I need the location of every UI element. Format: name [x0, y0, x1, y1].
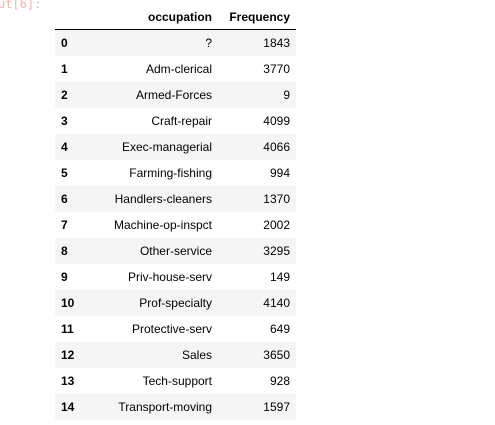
occupation-cell: Transport-moving: [118, 400, 212, 414]
occupation-column-header: occupation: [89, 5, 218, 30]
table-row: 14 Transport-moving 1597: [55, 394, 296, 420]
frequency-cell: 3650: [263, 348, 290, 362]
row-index: 11: [61, 322, 74, 336]
row-index: 6: [61, 192, 68, 206]
occupation-cell: Armed-Forces: [135, 88, 212, 102]
cell-output-prompt: ut[6]:: [0, 0, 42, 11]
frequency-cell: 1843: [263, 36, 290, 50]
occupation-cell: Tech-support: [142, 374, 212, 388]
frequency-cell: 2002: [263, 218, 290, 232]
row-index: 12: [61, 348, 75, 362]
table-row: 8 Other-service 3295: [55, 238, 296, 264]
frequency-cell: 4140: [263, 296, 290, 310]
frequency-cell: 4099: [263, 114, 290, 128]
occupation-cell: Prof-specialty: [139, 296, 212, 310]
row-index: 10: [61, 296, 75, 310]
table-row: 10 Prof-specialty 4140: [55, 290, 296, 316]
row-index: 8: [61, 244, 68, 258]
occupation-cell: ?: [205, 36, 212, 50]
table-row: 6 Handlers-cleaners 1370: [55, 186, 296, 212]
table-row: 11 Protective-serv 649: [55, 316, 296, 342]
frequency-cell: 928: [269, 374, 290, 388]
row-index: 4: [61, 140, 68, 154]
frequency-cell: 9: [283, 88, 290, 102]
occupation-cell: Exec-managerial: [121, 140, 212, 154]
table-row: 12 Sales 3650: [55, 342, 296, 368]
header-row: occupation Frequency: [55, 5, 296, 30]
occupation-cell: Handlers-cleaners: [114, 192, 212, 206]
frequency-cell: 4066: [263, 140, 290, 154]
frequency-cell: 649: [269, 322, 290, 336]
table-row: 9 Priv-house-serv 149: [55, 264, 296, 290]
occupation-cell: Protective-serv: [131, 322, 212, 336]
occupation-cell: Other-service: [139, 244, 212, 258]
frequency-cell: 994: [269, 166, 290, 180]
table-row: 7 Machine-op-inspct 2002: [55, 212, 296, 238]
row-index: 14: [61, 400, 75, 414]
table-row: 4 Exec-managerial 4066: [55, 134, 296, 160]
row-index: 2: [61, 88, 68, 102]
occupation-cell: Priv-house-serv: [127, 270, 212, 284]
table-body: 0? 1843 1 Adm-clerical 3770 2 Armed-Forces 9 3 Cr…: [55, 29, 296, 420]
row-index: 1: [61, 62, 68, 76]
dataframe-table: occupation Frequency 0? 1843 1 Adm-clerical…: [55, 5, 296, 420]
row-index: 7: [61, 218, 68, 232]
row-index: 9: [61, 270, 68, 284]
frequency-cell: 1597: [263, 400, 290, 414]
cell-output-area: occupation Frequency 0? 1843 1 Adm-clerical…: [55, 5, 296, 420]
occupation-cell: Farming-fishing: [129, 166, 212, 180]
index-column-header: [55, 5, 89, 30]
occupation-cell: Adm-clerical: [145, 62, 212, 76]
row-index: 0: [61, 36, 68, 50]
frequency-cell: 1370: [263, 192, 290, 206]
frequency-cell: 3295: [263, 244, 290, 258]
table-row: 13 Tech-support 928: [55, 368, 296, 394]
occupation-cell: Craft-repair: [151, 114, 212, 128]
row-index: 3: [61, 114, 68, 128]
frequency-column-header: Frequency: [218, 5, 296, 30]
table-row: 0? 1843: [55, 29, 296, 56]
table-header: occupation Frequency: [55, 5, 296, 30]
table-row: 5 Farming-fishing 994: [55, 160, 296, 186]
row-index: 5: [61, 166, 68, 180]
frequency-cell: 3770: [263, 62, 290, 76]
table-row: 3 Craft-repair 4099: [55, 108, 296, 134]
occupation-cell: Sales: [181, 348, 212, 362]
row-index: 13: [61, 374, 75, 388]
occupation-cell: Machine-op-inspct: [113, 218, 212, 232]
frequency-cell: 149: [269, 270, 290, 284]
table-row: 2 Armed-Forces 9: [55, 82, 296, 108]
table-row: 1 Adm-clerical 3770: [55, 56, 296, 82]
